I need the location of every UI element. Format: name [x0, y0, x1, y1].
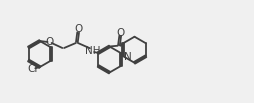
Text: O: O	[45, 37, 53, 47]
Text: NH: NH	[84, 46, 100, 56]
Text: Cl: Cl	[27, 64, 38, 74]
Text: O: O	[116, 28, 124, 38]
Text: N: N	[123, 52, 131, 62]
Text: O: O	[74, 24, 82, 34]
